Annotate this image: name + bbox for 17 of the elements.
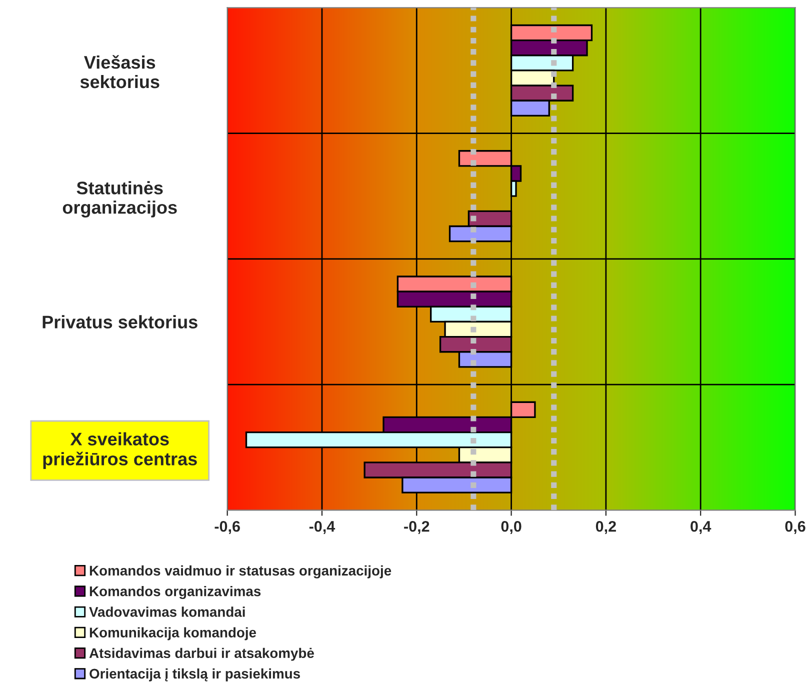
legend-label: Orientacija į tikslą ir pasiekimus: [90, 668, 300, 682]
x-tick-label: 0,4: [690, 520, 712, 534]
x-tick-label: 0,2: [596, 520, 616, 534]
x-tick-label: -0,6: [214, 520, 240, 534]
legend-label: Komunikacija komandoje: [90, 627, 256, 640]
y-tick-label: X sveikatos priežiūros centras: [43, 432, 197, 469]
x-tick-label: -0,4: [309, 520, 336, 534]
legend-label: Vadovavimas komandai: [89, 606, 245, 617]
legend-label: Komandos vaidmuo ir statusas organizacijoje: [90, 565, 392, 578]
x-tick-label: 0,0: [501, 520, 522, 534]
y-tick-label: Statutinės organizacijos: [62, 181, 177, 218]
x-tick-label: 0,6: [785, 520, 806, 534]
legend-label: Atsidavimas darbui ir atsakomybė: [89, 648, 314, 661]
y-tick-label: Privatus sektorius: [42, 315, 198, 328]
x-tick-label: -0,2: [404, 520, 430, 534]
y-tick-label: Viešasis sektorius: [80, 55, 160, 88]
legend-label: Komandos organizavimas: [90, 586, 261, 600]
